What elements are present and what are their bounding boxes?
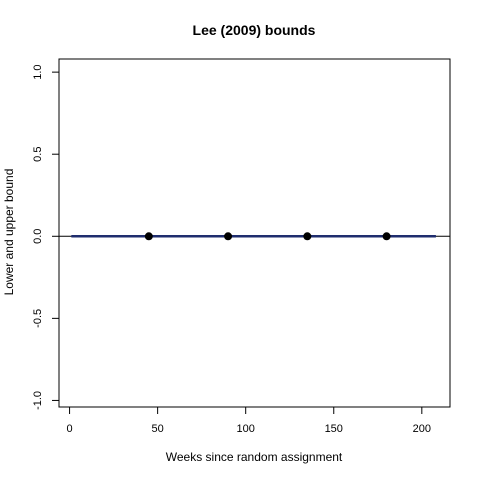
y-axis: -1.0 -0.5 0.0 0.5 1.0 xyxy=(32,64,60,410)
y-axis-label: Lower and upper bound xyxy=(2,169,16,296)
y-tick-label: 0.5 xyxy=(32,147,44,162)
y-tick-label: -0.5 xyxy=(32,309,44,328)
x-tick-label: 100 xyxy=(237,423,255,435)
plot-frame xyxy=(58,58,451,408)
data-point xyxy=(303,232,312,241)
data-point xyxy=(382,232,391,241)
x-tick-label: 200 xyxy=(413,423,431,435)
x-tick-label: 50 xyxy=(152,423,164,435)
y-tick-label: -1.0 xyxy=(32,391,44,410)
x-tick-label: 150 xyxy=(325,423,343,435)
y-tick-label: 1.0 xyxy=(32,64,44,79)
chart-title: Lee (2009) bounds xyxy=(193,22,316,38)
x-tick-label: 0 xyxy=(67,423,73,435)
x-axis: 0 50 100 150 200 xyxy=(67,406,431,435)
data-point xyxy=(144,232,153,241)
plot-marks xyxy=(59,232,450,241)
y-tick-label: 0.0 xyxy=(32,229,44,244)
x-axis-label: Weeks since random assignment xyxy=(166,450,343,464)
data-point xyxy=(224,232,233,241)
